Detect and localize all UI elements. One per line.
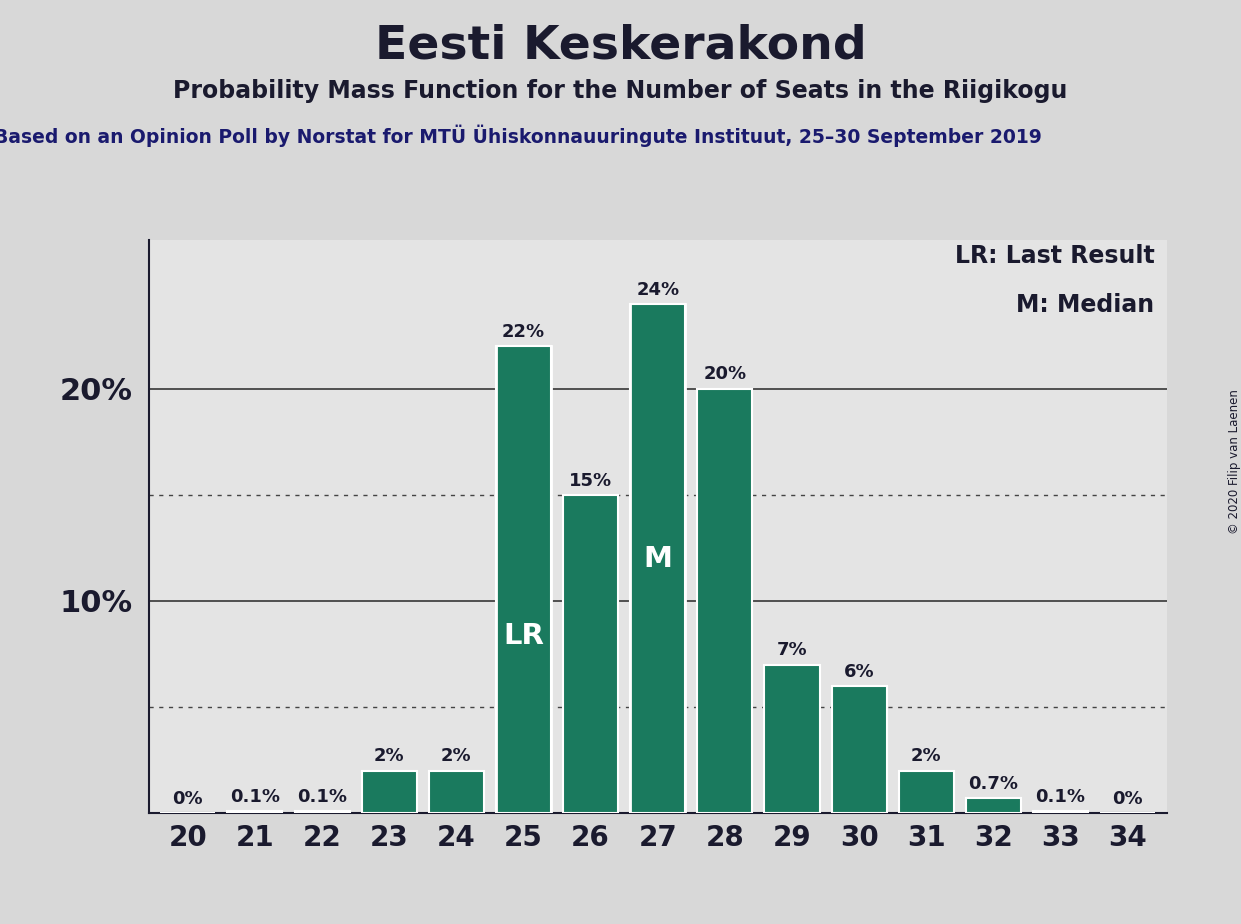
Text: 0.7%: 0.7% [968,775,1019,793]
Text: 7%: 7% [777,641,808,660]
Bar [831,686,886,813]
Bar [1033,811,1088,813]
Bar [697,389,752,813]
Text: 6%: 6% [844,663,875,680]
Bar [429,771,484,813]
Bar [361,771,417,813]
Text: 22%: 22% [501,323,545,341]
Text: 24%: 24% [637,281,679,298]
Text: LR: Last Result: LR: Last Result [954,245,1154,269]
Bar [294,811,350,813]
Text: © 2020 Filip van Laenen: © 2020 Filip van Laenen [1229,390,1241,534]
Text: 0.1%: 0.1% [230,787,280,806]
Bar [496,346,551,813]
Text: M: M [643,544,673,573]
Text: Probability Mass Function for the Number of Seats in the Riigikogu: Probability Mass Function for the Number… [174,79,1067,103]
Text: 2%: 2% [911,748,942,765]
Text: 0%: 0% [172,790,204,808]
Bar [898,771,954,813]
Text: 20%: 20% [704,366,746,383]
Text: 0.1%: 0.1% [1035,787,1086,806]
Text: M: Median: M: Median [1016,293,1154,317]
Text: 0%: 0% [1112,790,1143,808]
Text: 2%: 2% [374,748,405,765]
Bar [965,798,1021,813]
Bar [630,304,685,813]
Bar [563,495,618,813]
Text: 2%: 2% [441,748,472,765]
Text: 0.1%: 0.1% [297,787,347,806]
Text: Eesti Keskerakond: Eesti Keskerakond [375,23,866,68]
Text: LR: LR [503,622,544,650]
Text: Based on an Opinion Poll by Norstat for MTÜ Ühiskonnauuringute Instituut, 25–30 : Based on an Opinion Poll by Norstat for … [0,125,1041,147]
Bar [227,811,283,813]
Bar [764,664,819,813]
Text: 15%: 15% [570,471,612,490]
